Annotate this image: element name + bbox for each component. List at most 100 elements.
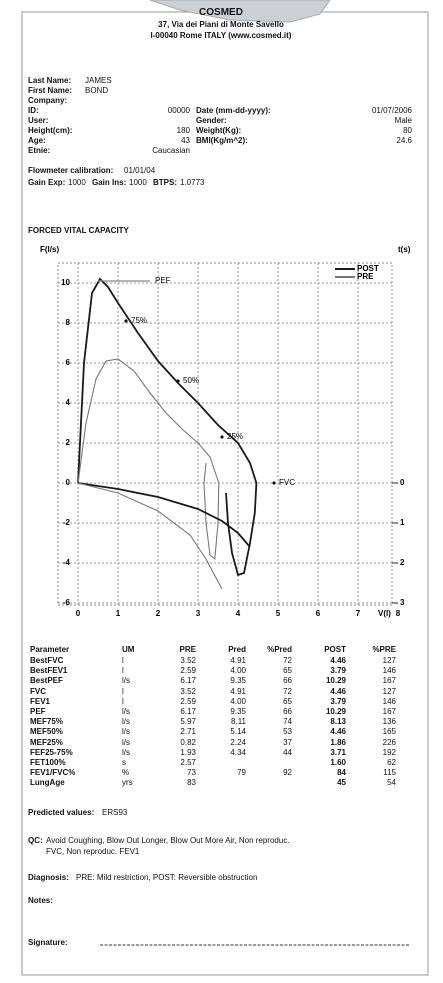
field-label: Age: xyxy=(28,136,46,145)
table-cell: FEV1 xyxy=(30,696,51,706)
field-value: 180 xyxy=(176,126,190,135)
table-cell: 53 xyxy=(283,727,292,737)
table-cell: 79 xyxy=(237,768,246,778)
notes-label: Notes: xyxy=(28,896,53,905)
table-cell: 4.91 xyxy=(230,656,246,665)
table-cell: 4.46 xyxy=(330,686,346,696)
x-tick-label: 3 xyxy=(196,609,201,618)
table-cell: l/s xyxy=(122,717,130,727)
field-value: Male xyxy=(394,116,412,125)
x-tick-label: 4 xyxy=(236,609,241,618)
table-cell: 4.00 xyxy=(230,696,246,706)
table-cell: 4.34 xyxy=(230,747,246,757)
table-cell: 66 xyxy=(283,707,292,716)
table-cell: % xyxy=(122,768,130,778)
field-label: Company: xyxy=(28,96,68,105)
field-label: BMI(Kg/m^2): xyxy=(196,136,248,145)
table-cell: 146 xyxy=(382,666,396,676)
x-tick-label: 6 xyxy=(316,609,321,618)
table-cell: 62 xyxy=(387,758,396,767)
curve xyxy=(77,482,223,590)
x-tick-label: 8 xyxy=(396,609,401,618)
table-cell: 10.29 xyxy=(325,707,346,716)
y-tick-label: 6 xyxy=(66,358,71,367)
table-cell: 146 xyxy=(382,696,396,706)
plot-frame xyxy=(57,262,393,606)
y2-tick-label: 1 xyxy=(400,518,405,527)
field-label: First Name: xyxy=(28,86,73,95)
table-cell: 3.71 xyxy=(330,747,346,757)
table-cell: l xyxy=(122,686,124,696)
table-cell: FEV1/FVC% xyxy=(30,768,76,778)
field-value: JAMES xyxy=(85,76,112,85)
y-tick-label: 2 xyxy=(66,438,71,447)
table-cell: l xyxy=(122,696,124,706)
curve xyxy=(77,482,251,548)
table-header: PRE xyxy=(179,645,196,654)
curve xyxy=(77,277,258,577)
table-cell: s xyxy=(122,758,126,767)
predicted-point xyxy=(124,319,128,323)
chart-title: FORCED VITAL CAPACITY xyxy=(28,226,129,235)
gain-label: Gain Ins: xyxy=(92,178,127,187)
table-cell: 6.17 xyxy=(180,707,196,716)
field-value: BOND xyxy=(85,86,109,95)
field-value: 80 xyxy=(403,126,412,135)
field-value: 24.6 xyxy=(396,136,412,145)
predicted-point xyxy=(220,435,224,439)
table-cell: 1.86 xyxy=(330,737,346,747)
x-tick-label: 7 xyxy=(356,609,361,618)
predicted-value: ERS93 xyxy=(102,808,128,817)
x-tick-label: 5 xyxy=(276,609,281,618)
table-cell: 3.52 xyxy=(180,656,196,665)
y-tick-label: -2 xyxy=(63,518,71,527)
table-cell: BestPEF xyxy=(30,676,63,686)
field-value: 00000 xyxy=(167,106,190,115)
table-cell: 92 xyxy=(283,768,292,778)
table-cell: 1.60 xyxy=(330,758,346,767)
table-cell: yrs xyxy=(122,778,133,788)
table-cell: 0.82 xyxy=(180,737,196,747)
gain-label: Gain Exp: xyxy=(28,178,66,187)
table-cell: BestFEV1 xyxy=(30,666,68,676)
table-cell: FEF25-75% xyxy=(30,747,73,757)
table-cell: 66 xyxy=(283,676,292,686)
field-label: Height(cm): xyxy=(28,126,73,135)
curve xyxy=(77,358,220,561)
field-value: 01/07/2006 xyxy=(371,106,412,115)
predicted-label: PEF xyxy=(155,276,171,285)
table-cell: 2.71 xyxy=(180,727,196,737)
qc-line: FVC, Non reproduc. FEV1 xyxy=(46,847,140,856)
table-cell: 65 xyxy=(283,696,292,706)
predicted-point xyxy=(176,379,180,383)
gain-value: 1.0773 xyxy=(180,178,205,187)
table-cell: 127 xyxy=(382,686,396,696)
table-cell: l xyxy=(122,666,124,676)
table-cell: 167 xyxy=(382,707,396,716)
table-cell: FET100% xyxy=(30,758,66,767)
y-tick-label: -4 xyxy=(63,558,71,567)
table-cell: 1.93 xyxy=(180,747,196,757)
table-header: POST xyxy=(324,645,346,654)
table-cell: MEF25% xyxy=(30,737,63,747)
diagnosis-label: Diagnosis: xyxy=(28,873,69,882)
gain-label: BTPS: xyxy=(153,178,177,187)
x-tick-label: 2 xyxy=(156,609,161,618)
table-cell: l/s xyxy=(122,747,130,757)
table-header: Pred xyxy=(228,645,246,654)
table-cell: 5.14 xyxy=(230,727,246,737)
y-tick-label: -6 xyxy=(63,598,71,607)
y2-tick-label: 3 xyxy=(400,598,405,607)
table-cell: 2.59 xyxy=(180,666,196,676)
table-cell: 115 xyxy=(383,768,396,778)
legend-label: PRE xyxy=(357,272,374,281)
y-tick-label: 8 xyxy=(66,318,71,327)
qc-line: Avoid Coughing, Blow Out Longer, Blow Ou… xyxy=(46,836,290,845)
table-cell: 44 xyxy=(283,747,292,757)
table-cell: 127 xyxy=(382,656,396,665)
table-cell: 37 xyxy=(283,737,292,747)
table-header: Parameter xyxy=(30,645,70,654)
table-cell: 167 xyxy=(382,676,396,686)
